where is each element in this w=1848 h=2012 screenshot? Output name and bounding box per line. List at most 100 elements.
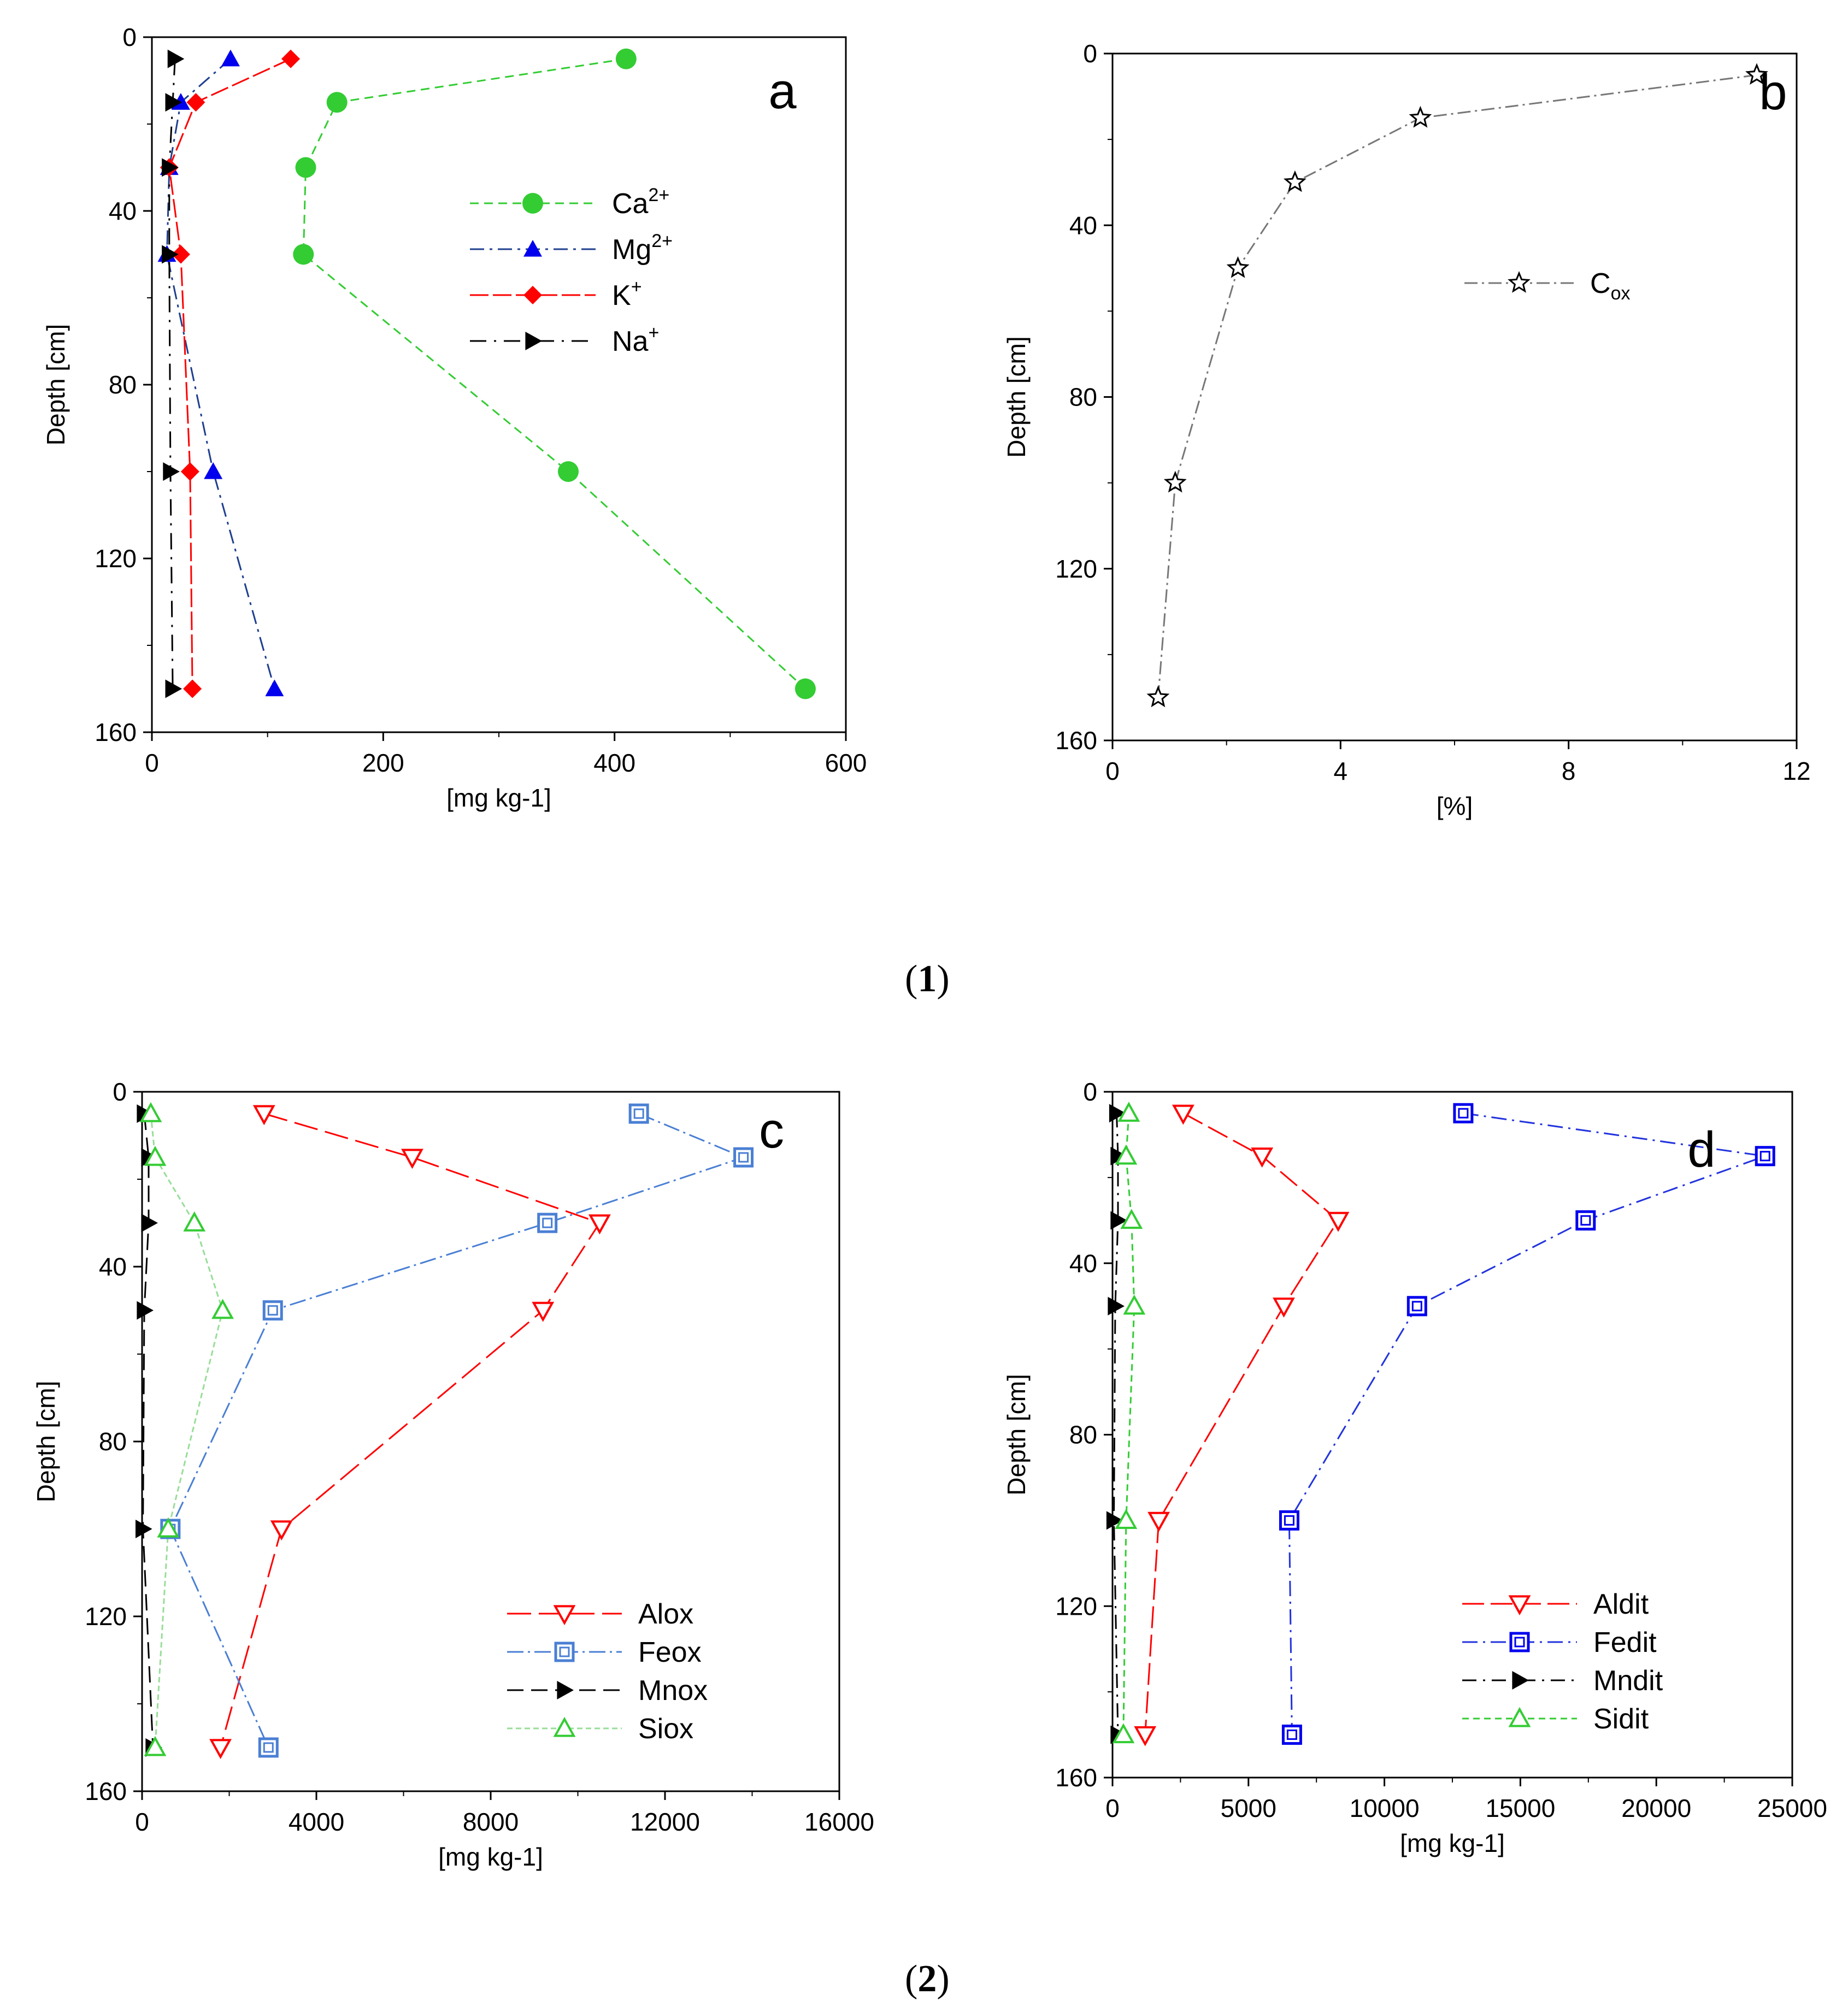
square-inner (559, 1646, 570, 1657)
data-point-c (1146, 685, 1170, 708)
data-point-fedit (1406, 1296, 1427, 1316)
data-point-ca (794, 678, 816, 699)
x-tick-label: 15000 (1485, 1794, 1555, 1822)
data-point-na (162, 158, 179, 177)
data-point-siox (144, 1736, 167, 1756)
legend-marker-alox (553, 1605, 576, 1626)
legend-label-mg: Mg2+ (612, 231, 673, 266)
series-line-feox (169, 1113, 746, 1748)
figure-label-2: (2) (905, 1958, 950, 2000)
square-inner (542, 1217, 553, 1228)
x-axis-label: [mg kg-1] (1400, 1829, 1505, 1857)
data-point-aldit (1251, 1148, 1274, 1168)
series-line-alox (220, 1113, 601, 1748)
data-point-feox (262, 1300, 283, 1321)
square-inner (1759, 1151, 1770, 1162)
data-point-alox (588, 1214, 611, 1235)
data-point-c (1409, 105, 1432, 128)
y-tick-label: 160 (85, 1777, 127, 1805)
data-point-k (186, 93, 205, 112)
data-point-c (1226, 256, 1250, 278)
panel-letter-b: b (1759, 64, 1787, 120)
y-tick-label: 40 (1069, 211, 1097, 239)
legend-label-k: K+ (612, 276, 642, 311)
series-line-sidit (1122, 1113, 1135, 1735)
data-point-mndit (1110, 1211, 1127, 1230)
x-axis-label: [mg kg-1] (438, 1843, 543, 1871)
data-point-fedit (1755, 1146, 1775, 1167)
data-point-mg (221, 49, 240, 67)
x-tick-label: 5000 (1221, 1794, 1276, 1822)
x-tick-label: 8 (1562, 757, 1576, 785)
data-point-alox (252, 1105, 275, 1126)
series-line-mnox (142, 1113, 154, 1748)
square-outer (628, 1103, 649, 1124)
data-point-alox (270, 1520, 293, 1541)
y-tick-label: 40 (1069, 1249, 1097, 1278)
square-outer (262, 1300, 283, 1321)
y-tick-label: 120 (1055, 1592, 1097, 1620)
data-point-aldit (1134, 1726, 1157, 1746)
legend-superscript: + (631, 276, 642, 297)
square-inner (738, 1152, 749, 1163)
data-point-siox (211, 1298, 234, 1319)
data-point-c (1283, 170, 1306, 192)
data-point-alox (532, 1302, 555, 1322)
square-inner (1458, 1108, 1469, 1119)
data-point-aldit (1273, 1297, 1295, 1318)
legend-superscript: 2+ (651, 231, 673, 251)
legend-marker-sidit (1508, 1707, 1531, 1727)
legend-label-mndit: Mndit (1593, 1665, 1663, 1697)
legend-label-feox: Feox (638, 1637, 702, 1668)
x-tick-label: 8000 (463, 1808, 519, 1836)
y-axis-label: Depth [cm] (32, 1381, 60, 1502)
series-line-mndit (1113, 1113, 1119, 1735)
square-outer (554, 1642, 575, 1662)
data-point-sidit (1120, 1209, 1143, 1229)
data-point-feox (628, 1103, 649, 1124)
data-point-feox (258, 1737, 279, 1758)
x-tick-label: 0 (135, 1808, 149, 1836)
data-point-aldit (1172, 1104, 1194, 1125)
y-tick-label: 40 (109, 197, 137, 225)
data-point-fedit (1575, 1210, 1596, 1231)
series-line-ca (302, 58, 806, 690)
legend-marker-na (525, 332, 542, 350)
data-point-alox (401, 1149, 423, 1169)
data-point-mnox (141, 1214, 158, 1232)
data-point-na (165, 93, 183, 112)
y-tick-label: 0 (122, 23, 137, 51)
y-tick-label: 160 (1055, 1763, 1097, 1792)
data-point-k (171, 245, 190, 264)
legend-label-na: Na+ (612, 322, 659, 357)
x-tick-label: 0 (1105, 1794, 1120, 1822)
data-point-sidit (1112, 1723, 1135, 1744)
x-tick-label: 20000 (1621, 1794, 1691, 1822)
data-point-ca (293, 244, 314, 265)
panel-letter-d: d (1687, 1122, 1715, 1178)
data-point-mnox (135, 1520, 152, 1538)
square-inner (1580, 1215, 1591, 1226)
y-tick-label: 80 (109, 370, 137, 399)
series-line-mg (166, 58, 275, 689)
data-point-c (1745, 63, 1768, 85)
x-tick-label: 25000 (1757, 1794, 1827, 1822)
x-axis-label: [mg kg-1] (446, 784, 551, 812)
square-inner (633, 1108, 644, 1119)
series-line-na (168, 58, 176, 689)
y-axis-label: Depth [cm] (1002, 336, 1031, 457)
data-point-alox (209, 1739, 232, 1760)
data-point-fedit (1279, 1510, 1299, 1531)
legend-marker-feox (554, 1642, 575, 1662)
data-point-mg (265, 679, 284, 697)
y-tick-label: 120 (1055, 555, 1097, 583)
data-point-k (183, 679, 202, 698)
plot-frame (141, 1091, 840, 1792)
y-axis-label: Depth [cm] (1002, 1374, 1031, 1495)
panel-letter-c: c (759, 1103, 784, 1158)
y-tick-label: 80 (1069, 1421, 1097, 1449)
data-point-feox (537, 1213, 558, 1233)
data-point-mndit (1106, 1511, 1123, 1530)
legend-marker-ca (522, 193, 543, 214)
